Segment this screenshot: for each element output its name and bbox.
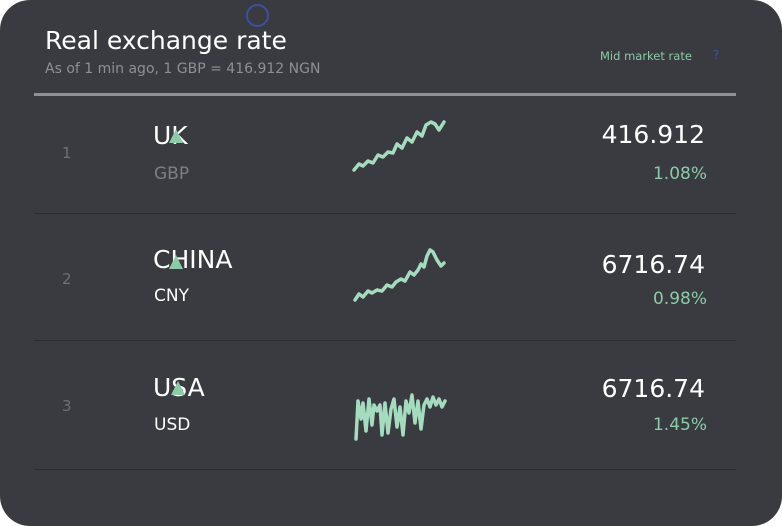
- currency-code: GBP: [154, 164, 190, 184]
- help-icon[interactable]: ?: [713, 48, 720, 62]
- rate-change-percent: 1.45%: [652, 415, 707, 435]
- row-rank: 3: [62, 397, 72, 415]
- exchange-rate-value: 6716.74: [601, 250, 705, 279]
- mid-market-rate-link[interactable]: Mid market rate: [600, 49, 692, 63]
- country-name: CHINA: [153, 245, 233, 274]
- exchange-rate-value: 6716.74: [601, 374, 705, 403]
- header-divider: [34, 93, 736, 96]
- page-title: Real exchange rate: [45, 26, 287, 55]
- rate-change-percent: 1.08%: [652, 164, 707, 184]
- row-rank: 2: [62, 270, 72, 288]
- row-rank: 1: [62, 144, 72, 162]
- rate-subtitle: As of 1 min ago, 1 GBP = 416.912 NGN: [45, 61, 321, 77]
- sparkline-chart: [352, 120, 446, 172]
- sparkline-chart: [353, 248, 446, 302]
- circle-icon: [246, 4, 269, 27]
- table-row[interactable]: 1 UK GBP 416.912 1.08%: [34, 96, 736, 214]
- rate-change-percent: 0.98%: [652, 289, 707, 309]
- up-arrow-icon: [169, 129, 183, 143]
- up-arrow-icon: [171, 381, 185, 395]
- exchange-rate-value: 416.912: [601, 120, 705, 149]
- up-arrow-icon: [169, 255, 183, 269]
- table-row[interactable]: 3 USA USD 6716.74 1.45%: [34, 341, 736, 470]
- sparkline-chart: [354, 393, 447, 441]
- table-row[interactable]: 2 CHINA CNY 6716.74 0.98%: [34, 214, 736, 341]
- currency-code: USD: [154, 415, 191, 435]
- currency-code: CNY: [154, 286, 189, 306]
